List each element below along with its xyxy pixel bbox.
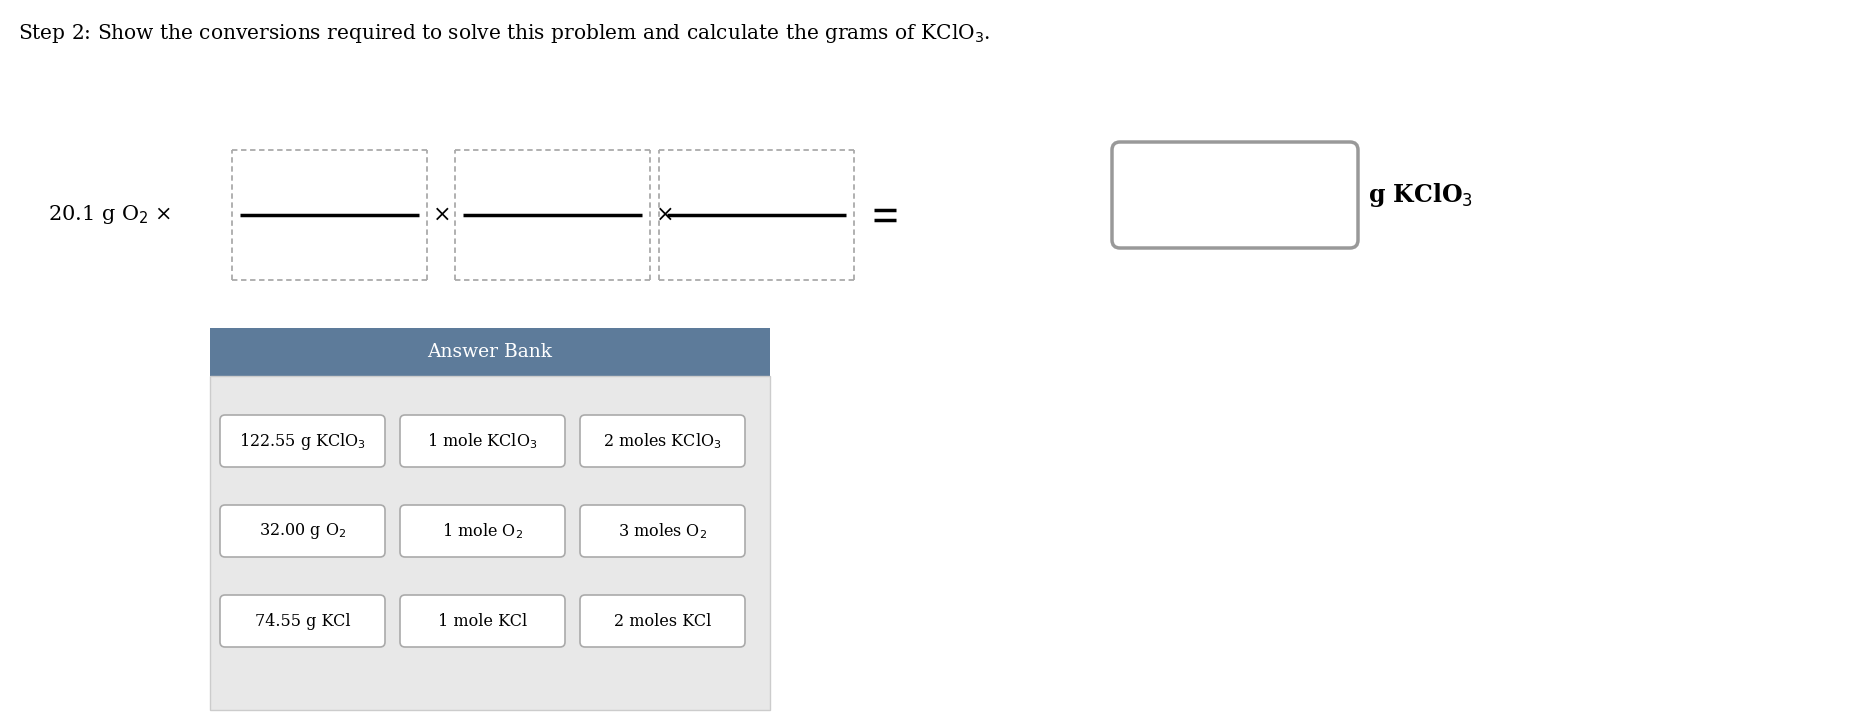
Text: Step 2: Show the conversions required to solve this problem and calculate the gr: Step 2: Show the conversions required to… — [19, 22, 990, 45]
Text: 2 moles KCl: 2 moles KCl — [613, 613, 711, 630]
Text: 74.55 g KCl: 74.55 g KCl — [254, 613, 351, 630]
FancyBboxPatch shape — [579, 595, 745, 647]
Text: g KClO$_3$: g KClO$_3$ — [1367, 181, 1473, 209]
Text: 3 moles O$_2$: 3 moles O$_2$ — [618, 521, 708, 540]
Text: ×: × — [656, 204, 674, 226]
FancyBboxPatch shape — [1110, 142, 1357, 248]
Bar — [210, 376, 769, 710]
FancyBboxPatch shape — [219, 415, 384, 467]
Text: 32.00 g O$_2$: 32.00 g O$_2$ — [258, 521, 345, 541]
FancyBboxPatch shape — [579, 505, 745, 557]
FancyBboxPatch shape — [219, 595, 384, 647]
Text: 1 mole KClO$_3$: 1 mole KClO$_3$ — [427, 431, 537, 451]
Text: Answer Bank: Answer Bank — [427, 343, 552, 361]
Text: ×: × — [433, 204, 451, 226]
Bar — [210, 328, 769, 376]
Text: 122.55 g KClO$_3$: 122.55 g KClO$_3$ — [240, 431, 366, 451]
FancyBboxPatch shape — [399, 595, 565, 647]
FancyBboxPatch shape — [579, 415, 745, 467]
FancyBboxPatch shape — [399, 415, 565, 467]
Text: 1 mole O$_2$: 1 mole O$_2$ — [442, 521, 522, 540]
Text: 20.1 g O$_2$ ×: 20.1 g O$_2$ × — [48, 203, 171, 226]
Text: 2 moles KClO$_3$: 2 moles KClO$_3$ — [604, 431, 721, 451]
Text: 1 mole KCl: 1 mole KCl — [438, 613, 527, 630]
FancyBboxPatch shape — [399, 505, 565, 557]
FancyBboxPatch shape — [219, 505, 384, 557]
